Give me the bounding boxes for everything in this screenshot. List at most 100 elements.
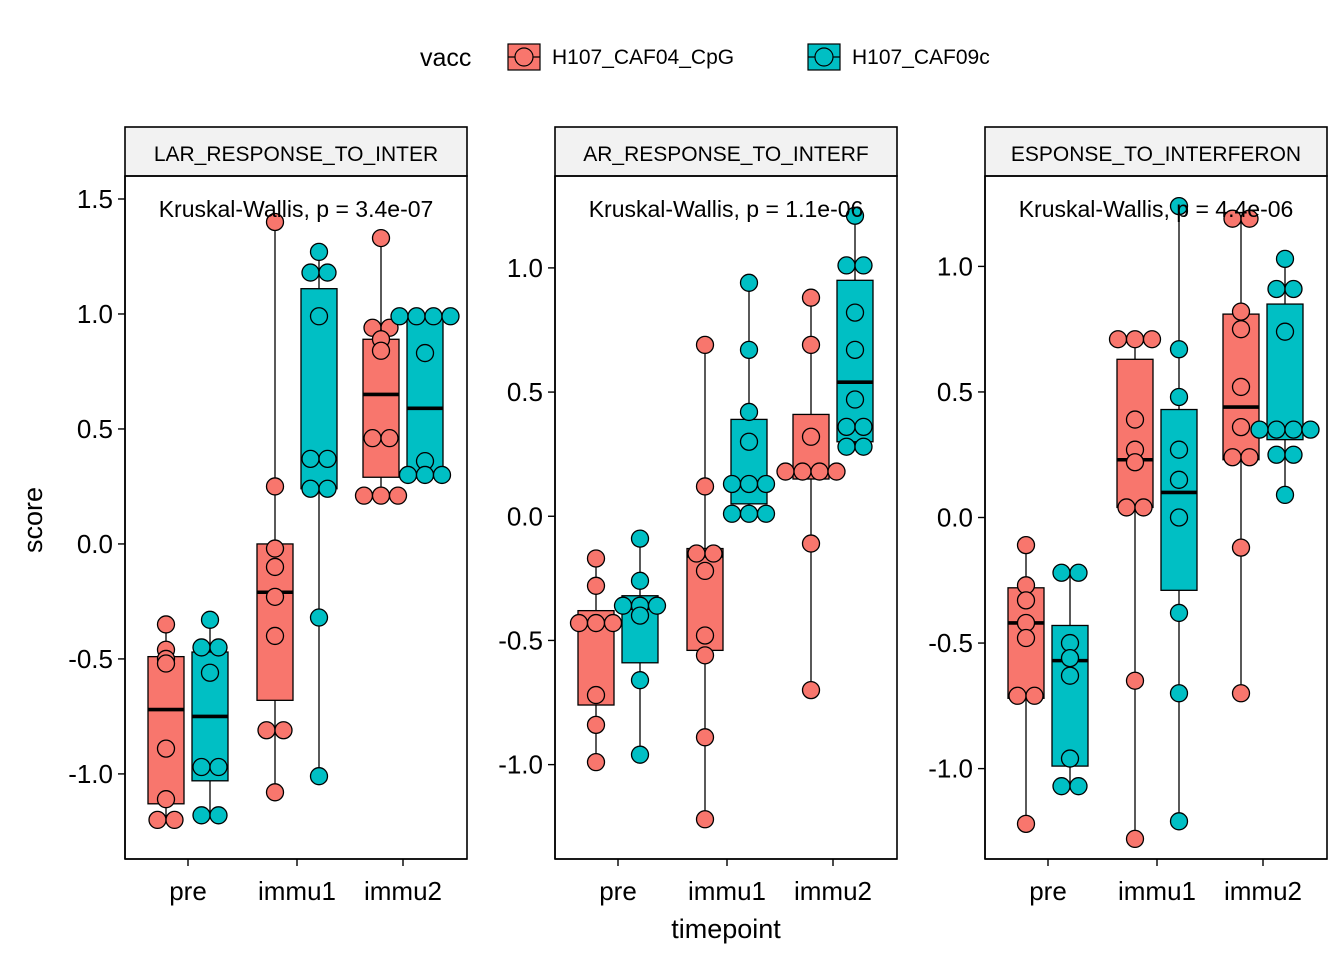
data-point	[630, 745, 650, 764]
data-point	[837, 417, 856, 436]
legend-item-caf09c: H107_CAF09c	[807, 43, 990, 71]
strip-label: AR_RESPONSE_TO_INTERF	[583, 143, 869, 166]
data-point	[209, 806, 228, 825]
data-point	[1142, 330, 1162, 349]
stat-annotation: Kruskal-Wallis, p = 1.1e-06	[589, 196, 864, 222]
data-point	[695, 728, 715, 747]
box-iqr	[406, 315, 444, 476]
data-point	[647, 596, 667, 615]
data-point	[739, 273, 759, 292]
data-point	[301, 449, 320, 469]
data-point	[630, 571, 650, 590]
data-point	[1060, 749, 1080, 768]
data-point	[1016, 814, 1036, 833]
box-pre-caf09c	[1051, 563, 1089, 796]
box-pre-caf04	[147, 615, 185, 830]
data-point	[586, 613, 606, 633]
data-point	[309, 242, 329, 262]
data-point	[209, 638, 228, 657]
data-point	[390, 307, 409, 326]
x-tick-label: immu1	[688, 876, 766, 906]
data-point	[695, 646, 715, 665]
data-point	[1275, 249, 1295, 269]
y-tick-label: 0.5	[507, 377, 543, 407]
data-point	[165, 810, 184, 830]
data-point	[1284, 420, 1303, 439]
data-point	[156, 739, 176, 758]
data-point	[1250, 420, 1269, 439]
box-immu2-caf09c	[1250, 249, 1320, 505]
box-immu2-caf04	[1222, 209, 1260, 703]
data-point	[586, 685, 606, 705]
data-point	[1267, 420, 1286, 439]
data-point	[192, 638, 211, 657]
data-point	[1169, 603, 1189, 623]
data-point	[586, 576, 606, 595]
data-point	[1231, 417, 1251, 437]
panel-content	[1007, 196, 1320, 849]
y-tick-label: -0.5	[928, 628, 973, 658]
data-point	[1069, 777, 1088, 796]
data-point	[265, 557, 285, 577]
box-immu2-caf09c	[390, 307, 460, 485]
data-point	[1125, 829, 1145, 849]
data-point	[1125, 330, 1145, 349]
data-point	[1125, 671, 1145, 690]
data-point	[603, 613, 623, 633]
data-point	[1169, 440, 1189, 459]
data-point	[739, 504, 759, 523]
data-point	[1267, 279, 1286, 299]
y-tick-label: -1.0	[68, 759, 113, 789]
data-point	[1231, 302, 1251, 321]
data-point	[265, 587, 285, 606]
strip-label: LAR_RESPONSE_TO_INTER	[154, 143, 438, 166]
data-point	[156, 790, 176, 809]
data-point	[827, 462, 846, 481]
data-point	[257, 721, 276, 740]
strip-background	[124, 126, 468, 177]
data-point	[776, 462, 795, 481]
data-point	[318, 449, 337, 469]
y-tick-label: 0.0	[507, 501, 543, 531]
box-iqr	[147, 655, 185, 805]
data-point	[1231, 377, 1251, 397]
data-point	[810, 462, 829, 481]
data-point	[801, 335, 821, 355]
stat-annotation: Kruskal-Wallis, p = 3.4e-07	[159, 196, 434, 222]
data-point	[722, 504, 742, 523]
data-point	[1223, 448, 1242, 467]
data-point	[424, 307, 443, 326]
y-tick-label: -1.0	[498, 750, 543, 780]
data-point	[630, 606, 650, 625]
y-tick-label: 0.5	[77, 414, 113, 444]
strip-background	[984, 126, 1328, 177]
legend-key-caf04-point	[514, 47, 534, 67]
panel-1: LAR_RESPONSE_TO_INTER 1.5 1.0 0.5 0.0 -0.5 -1.…	[68, 126, 468, 906]
data-point	[441, 307, 460, 326]
data-point	[1016, 628, 1036, 648]
data-point	[1052, 777, 1071, 796]
data-point	[1275, 322, 1295, 341]
data-point	[398, 465, 418, 485]
y-tick-label: -0.5	[498, 625, 543, 655]
chart-panels: LAR_RESPONSE_TO_INTER 1.5 1.0 0.5 0.0 -0.5 -1.…	[68, 126, 1328, 906]
box-pre-caf09c	[613, 529, 667, 764]
legend-title: vacc	[420, 44, 471, 72]
data-point	[801, 288, 821, 307]
data-point	[695, 810, 715, 829]
data-point	[265, 783, 285, 802]
data-point	[845, 303, 865, 322]
data-point	[1301, 420, 1320, 439]
legend-key-caf09c-point	[814, 47, 834, 67]
legend-label-caf09c: H107_CAF09c	[852, 46, 990, 69]
data-point	[1060, 666, 1080, 685]
panel-border	[554, 175, 898, 860]
data-point	[200, 610, 220, 629]
data-point	[1231, 320, 1251, 339]
data-point	[793, 462, 812, 481]
data-point	[1025, 686, 1044, 705]
data-point	[704, 544, 723, 563]
data-point	[722, 474, 742, 494]
data-point	[192, 757, 211, 777]
